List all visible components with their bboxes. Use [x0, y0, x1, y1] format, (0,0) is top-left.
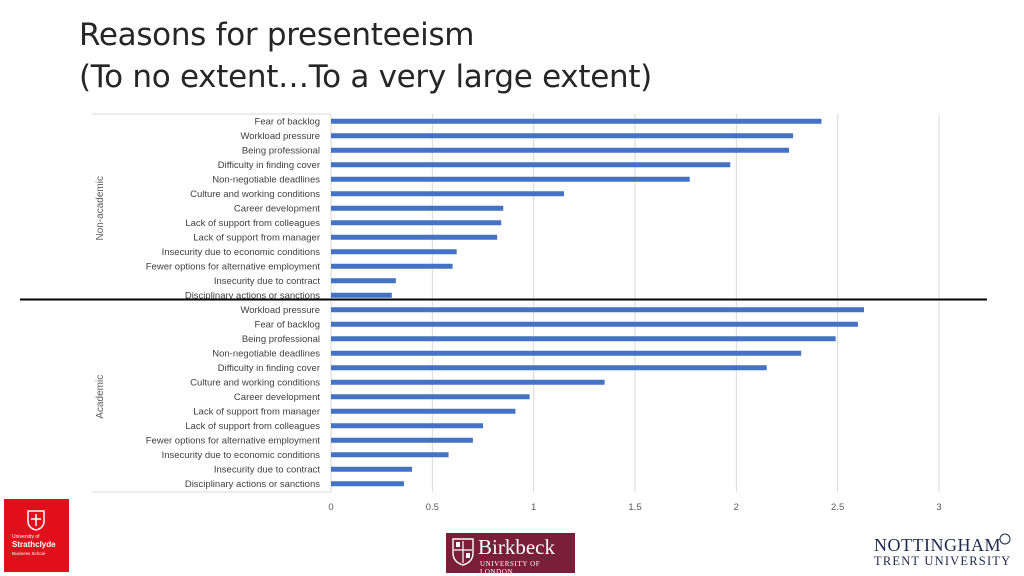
bar [331, 350, 802, 356]
strathclyde-logo-line3: Business School [12, 551, 46, 556]
bar [331, 118, 822, 124]
bar [331, 205, 504, 211]
bar [331, 220, 502, 226]
bar [331, 307, 865, 313]
category-label: Disciplinary actions or sanctions [185, 291, 320, 302]
bar [331, 466, 413, 472]
bar [331, 133, 794, 139]
category-label: Workload pressure [240, 305, 320, 316]
category-label: Lack of support from colleagues [185, 218, 320, 229]
bar [331, 437, 473, 443]
category-label: Being professional [242, 146, 320, 157]
category-label: Insecurity due to contract [214, 465, 320, 476]
category-label: Fear of backlog [255, 117, 320, 128]
strathclyde-crest-icon [27, 510, 45, 531]
category-label: Workload pressure [240, 131, 320, 142]
birkbeck-logo: Birkbeck UNIVERSITY OF LONDON [446, 533, 575, 576]
bar [331, 336, 836, 342]
category-label: Career development [234, 392, 320, 403]
group-label: Academic [95, 375, 106, 419]
category-label: Lack of support from manager [193, 407, 320, 418]
category-label: Insecurity due to economic conditions [162, 450, 321, 461]
title-line-1: Reasons for presenteeism [79, 17, 475, 53]
title-line-2: (To no extent…To a very large extent) [79, 59, 652, 95]
bar [331, 481, 404, 487]
bar [331, 234, 498, 240]
strathclyde-logo: University of Strathclyde Business Schoo… [4, 499, 69, 572]
category-label: Difficulty in finding cover [218, 363, 320, 374]
bar [331, 176, 690, 182]
ntu-mark-icon [999, 533, 1011, 545]
bar [331, 263, 453, 269]
category-label: Lack of support from colleagues [185, 421, 320, 432]
group-label: Non-academic [95, 176, 106, 240]
x-tick-label: 1 [531, 502, 536, 513]
x-tick-label: 2.5 [831, 502, 844, 513]
bar [331, 292, 392, 298]
category-label: Fewer options for alternative employment [146, 436, 321, 447]
category-label: Culture and working conditions [190, 378, 320, 389]
category-label: Difficulty in finding cover [218, 160, 320, 171]
ntu-logo-line1: NOTTINGHAM [874, 535, 1001, 555]
bar [331, 394, 530, 400]
bar [331, 379, 605, 385]
ntu-logo: NOTTINGHAM TRENT UNIVERSITY [872, 533, 1012, 573]
category-label: Non-negotiable deadlines [212, 175, 320, 186]
bar [331, 365, 767, 371]
birkbeck-logo-sub: UNIVERSITY OF LONDON [480, 560, 541, 576]
bar [331, 423, 483, 429]
strathclyde-logo-line2: Strathclyde [12, 540, 56, 549]
category-label: Lack of support from manager [193, 233, 320, 244]
bar-chart: 0 0.5 1 1.5 2 2.5 3 Fear of backlog Workload pre… [20, 113, 987, 513]
ntu-logo-line2: TRENT UNIVERSITY [874, 554, 1012, 568]
bar [331, 191, 565, 197]
slide-title: Reasons for presenteeism (To no extent…T… [79, 14, 652, 98]
birkbeck-shield-icon [452, 538, 474, 566]
x-tick-label: 1.5 [628, 502, 641, 513]
category-label: Career development [234, 204, 320, 215]
category-label: Fewer options for alternative employment [146, 262, 321, 273]
category-label: Culture and working conditions [190, 189, 320, 200]
category-label: Being professional [242, 334, 320, 345]
bar [331, 249, 457, 255]
bar [331, 452, 449, 458]
x-tick-label: 2 [734, 502, 739, 513]
category-label: Non-negotiable deadlines [212, 349, 320, 360]
category-label: Insecurity due to contract [214, 276, 320, 287]
x-tick-label: 0 [328, 502, 333, 513]
bar [331, 147, 790, 153]
bar [331, 408, 516, 414]
category-label: Disciplinary actions or sanctions [185, 479, 320, 490]
x-tick-label: 0.5 [426, 502, 439, 513]
category-label: Insecurity due to economic conditions [162, 247, 321, 258]
category-label: Fear of backlog [255, 320, 320, 331]
birkbeck-logo-name: Birkbeck [478, 535, 555, 559]
bar [331, 321, 858, 327]
bar [331, 162, 731, 168]
bar [331, 278, 396, 284]
x-tick-label: 3 [936, 502, 941, 513]
strathclyde-logo-line1: University of [12, 534, 40, 540]
